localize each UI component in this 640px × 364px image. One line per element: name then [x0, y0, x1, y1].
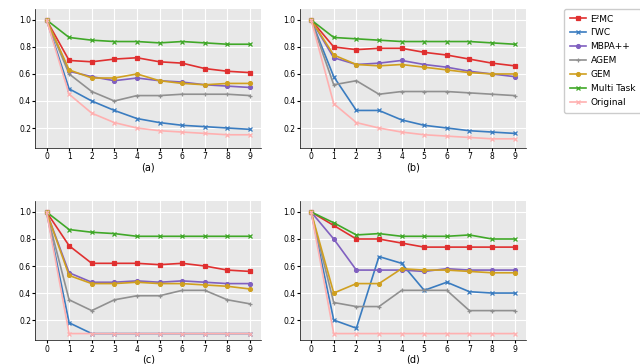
- X-axis label: (b): (b): [406, 163, 420, 173]
- X-axis label: (a): (a): [141, 163, 155, 173]
- X-axis label: (c): (c): [142, 355, 155, 364]
- X-axis label: (d): (d): [406, 355, 420, 364]
- Legend: E²MC, ΓWC, MBPA++, AGEM, GEM, Multi Task, Original: E²MC, ΓWC, MBPA++, AGEM, GEM, Multi Task…: [564, 9, 640, 113]
